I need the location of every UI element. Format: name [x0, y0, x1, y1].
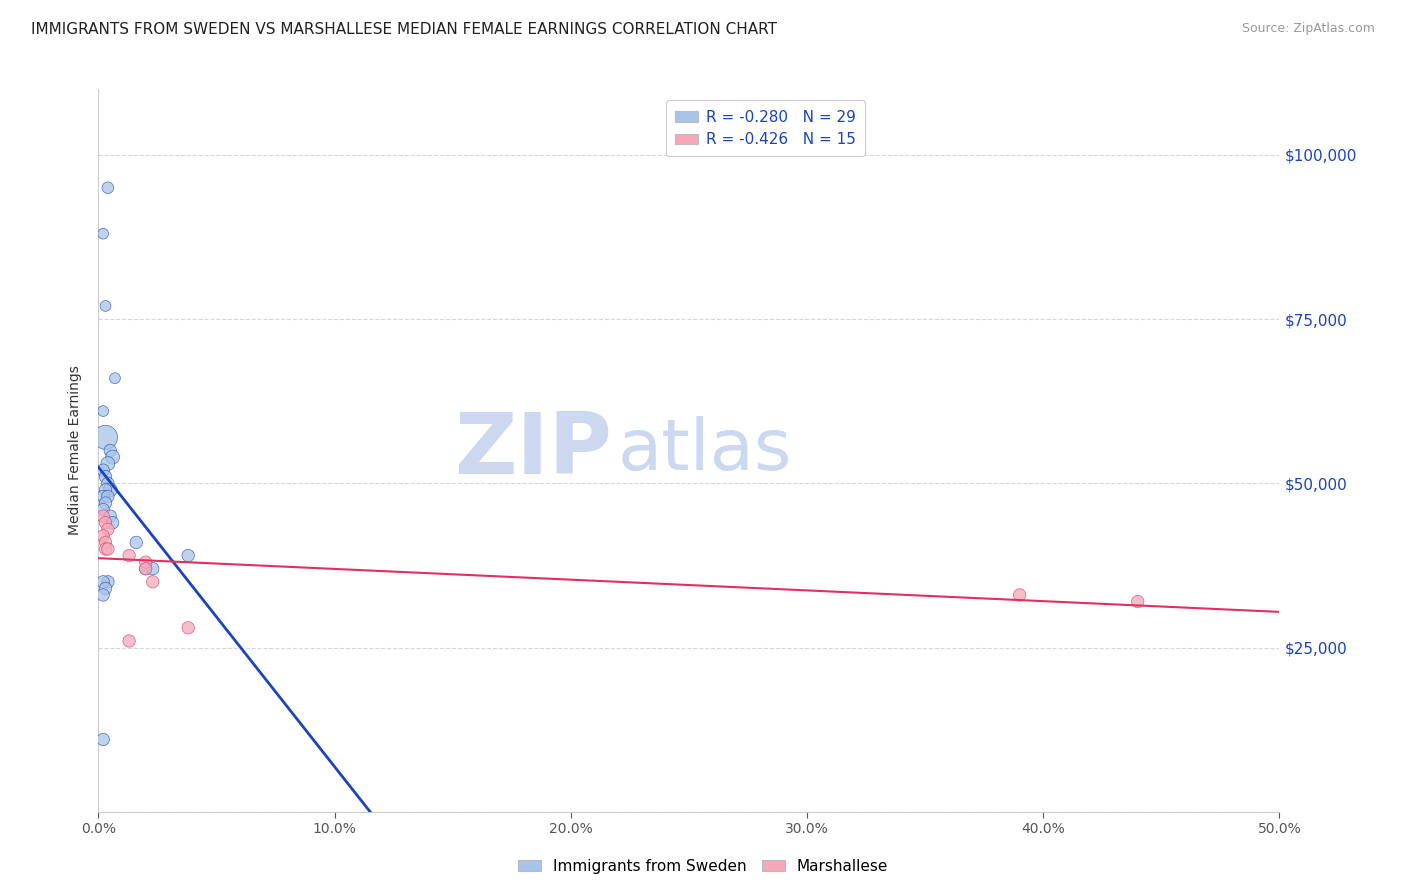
Point — [1008, 588, 1031, 602]
Point — [101, 450, 124, 464]
Point — [94, 541, 117, 556]
Point — [97, 541, 120, 556]
Text: ZIP: ZIP — [454, 409, 612, 492]
Point — [98, 483, 121, 497]
Point — [91, 463, 114, 477]
Point — [91, 588, 114, 602]
Y-axis label: Median Female Earnings: Median Female Earnings — [69, 366, 83, 535]
Point — [1126, 594, 1149, 608]
Point — [91, 227, 114, 241]
Point — [91, 574, 114, 589]
Point — [135, 555, 157, 569]
Point — [97, 457, 120, 471]
Point — [98, 443, 121, 458]
Point — [91, 529, 114, 543]
Point — [97, 476, 120, 491]
Point — [94, 430, 117, 444]
Point — [91, 490, 114, 504]
Point — [104, 371, 127, 385]
Point — [135, 562, 157, 576]
Text: atlas: atlas — [619, 416, 793, 485]
Text: Source: ZipAtlas.com: Source: ZipAtlas.com — [1241, 22, 1375, 36]
Point — [94, 469, 117, 483]
Point — [94, 535, 117, 549]
Point — [177, 549, 200, 563]
Point — [97, 574, 120, 589]
Legend: R = -0.280   N = 29, R = -0.426   N = 15: R = -0.280 N = 29, R = -0.426 N = 15 — [666, 101, 865, 156]
Point — [94, 483, 117, 497]
Point — [91, 732, 114, 747]
Point — [94, 582, 117, 596]
Point — [101, 516, 124, 530]
Point — [91, 509, 114, 524]
Point — [91, 404, 114, 418]
Point — [142, 562, 165, 576]
Point — [94, 496, 117, 510]
Point — [177, 621, 200, 635]
Point — [97, 522, 120, 536]
Point — [125, 535, 148, 549]
Point — [94, 516, 117, 530]
Point — [118, 634, 141, 648]
Point — [97, 180, 120, 194]
Text: IMMIGRANTS FROM SWEDEN VS MARSHALLESE MEDIAN FEMALE EARNINGS CORRELATION CHART: IMMIGRANTS FROM SWEDEN VS MARSHALLESE ME… — [31, 22, 778, 37]
Point — [94, 299, 117, 313]
Point — [142, 574, 165, 589]
Point — [118, 549, 141, 563]
Point — [98, 509, 121, 524]
Point — [91, 502, 114, 516]
Legend: Immigrants from Sweden, Marshallese: Immigrants from Sweden, Marshallese — [512, 853, 894, 880]
Point — [97, 490, 120, 504]
Point — [135, 562, 157, 576]
